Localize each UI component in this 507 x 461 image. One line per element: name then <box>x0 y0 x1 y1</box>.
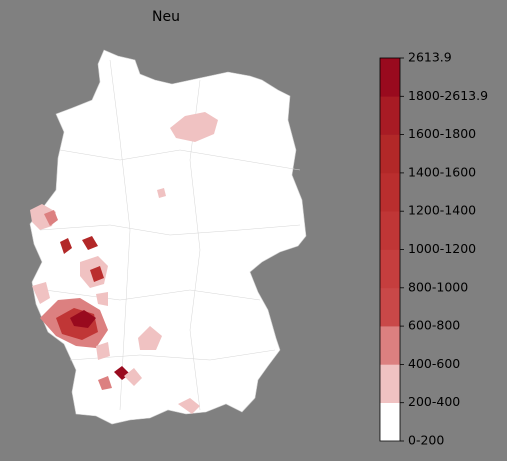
germany-map <box>29 49 307 425</box>
map-title: Neu <box>152 9 180 25</box>
colorbar-label: 2613.9 <box>408 50 452 65</box>
colorbar-band <box>380 134 400 174</box>
colorbar-band <box>380 249 400 289</box>
colorbar-label: 600-800 <box>408 318 460 333</box>
colorbar: 0-200 200-400 400-600 600-800 800-1000 1000-1… <box>379 50 488 448</box>
colorbar-band <box>380 211 400 250</box>
colorbar-band <box>380 172 400 212</box>
colorbar-band <box>380 364 400 403</box>
colorbar-band <box>380 402 400 442</box>
colorbar-label: 200-400 <box>408 394 460 409</box>
colorbar-label: 800-1000 <box>408 279 468 294</box>
shaded-regions <box>30 112 218 414</box>
colorbar-label: 1800-2613.9 <box>408 88 488 103</box>
colorbar-label: 1400-1600 <box>408 164 476 179</box>
colorbar-band <box>380 58 400 97</box>
colorbar-label: 1000-1200 <box>408 241 476 256</box>
colorbar-label: 0-200 <box>408 433 444 448</box>
colorbar-band <box>380 96 400 135</box>
colorbar-band <box>380 326 400 365</box>
colorbar-label: 1600-1800 <box>408 126 476 141</box>
colorbar-band <box>380 287 400 327</box>
colorbar-label: 1200-1400 <box>408 203 476 218</box>
colorbar-label: 400-600 <box>408 356 460 371</box>
